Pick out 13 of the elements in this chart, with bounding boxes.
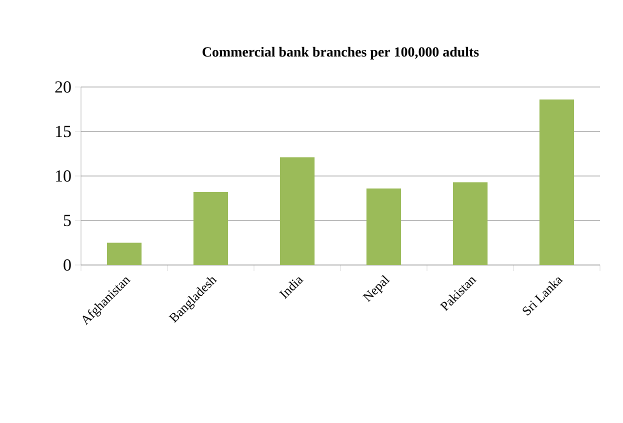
bar — [539, 99, 574, 265]
bar — [280, 157, 315, 265]
bar — [452, 182, 488, 265]
y-tick-label: 10 — [56, 170, 71, 182]
y-tick-label: 0 — [64, 259, 71, 271]
y-tick-label: 15 — [56, 126, 71, 138]
chart-title: Commercial bank branches per 100,000 adults — [202, 46, 479, 60]
x-tick-label: India — [279, 277, 304, 299]
bar — [366, 188, 402, 265]
bar — [106, 242, 142, 265]
y-tick-label: 5 — [64, 214, 71, 226]
y-tick-label: 20 — [55, 81, 71, 93]
bar — [193, 192, 228, 265]
